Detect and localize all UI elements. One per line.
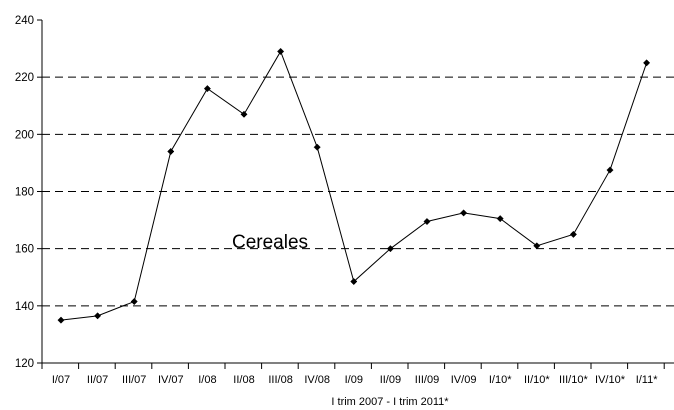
- x-tick-label-5: II/08: [233, 374, 254, 386]
- axis-labels: 120 140 160 180 200 220 240 I/07 II/07 III/07 IV/0…: [15, 15, 658, 386]
- x-tick-label-16: I/11*: [636, 374, 659, 386]
- data-point-5: [240, 110, 248, 118]
- x-tick-label-2: III/07: [122, 374, 146, 386]
- chart-axes: [37, 19, 674, 369]
- x-tick-label-9: II/09: [380, 374, 401, 386]
- chart-annotation: Cereales: [232, 232, 308, 253]
- x-tick-label-3: IV/07: [158, 374, 184, 386]
- x-tick-label-4: I/08: [198, 374, 216, 386]
- y-tick-label-240: 240: [15, 15, 34, 27]
- data-point-9: [386, 245, 394, 253]
- x-tick-label-14: III/10*: [559, 374, 588, 386]
- x-tick-label-15: IV/10*: [595, 374, 626, 386]
- data-point-13: [533, 242, 541, 250]
- data-point-15: [606, 166, 614, 174]
- x-tick-label-12: I/10*: [489, 374, 512, 386]
- x-tick-label-1: II/07: [87, 374, 108, 386]
- y-tick-label-140: 140: [15, 301, 34, 313]
- data-point-6: [277, 47, 285, 55]
- data-point-8: [350, 277, 358, 286]
- data-point-2: [130, 297, 138, 306]
- y-tick-label-200: 200: [15, 129, 34, 141]
- y-tick-label-160: 160: [15, 244, 34, 256]
- y-tick-label-220: 220: [15, 72, 34, 84]
- grid-lines: [42, 76, 674, 307]
- x-tick-label-0: I/07: [52, 374, 70, 386]
- x-axis-title: I trim 2007 - I trim 2011*: [331, 396, 449, 408]
- data-point-4: [203, 85, 211, 93]
- y-tick-label-180: 180: [15, 187, 34, 199]
- x-tick-label-10: III/09: [415, 374, 439, 386]
- x-tick-label-11: IV/09: [451, 374, 477, 386]
- data-point-1: [94, 312, 102, 320]
- x-tick-label-8: I/09: [345, 374, 363, 386]
- data-point-0: [57, 316, 65, 324]
- data-point-3: [167, 147, 175, 156]
- series-layer: [57, 47, 651, 324]
- data-point-10: [423, 217, 431, 226]
- data-point-11: [460, 209, 468, 217]
- x-tick-label-6: III/08: [268, 374, 292, 386]
- x-tick-label-7: IV/08: [304, 374, 330, 386]
- x-tick-label-13: II/10*: [524, 374, 550, 386]
- data-point-14: [569, 230, 577, 238]
- data-point-7: [313, 143, 321, 151]
- y-tick-label-120: 120: [15, 358, 34, 370]
- data-point-16: [643, 59, 651, 67]
- data-point-12: [496, 215, 504, 223]
